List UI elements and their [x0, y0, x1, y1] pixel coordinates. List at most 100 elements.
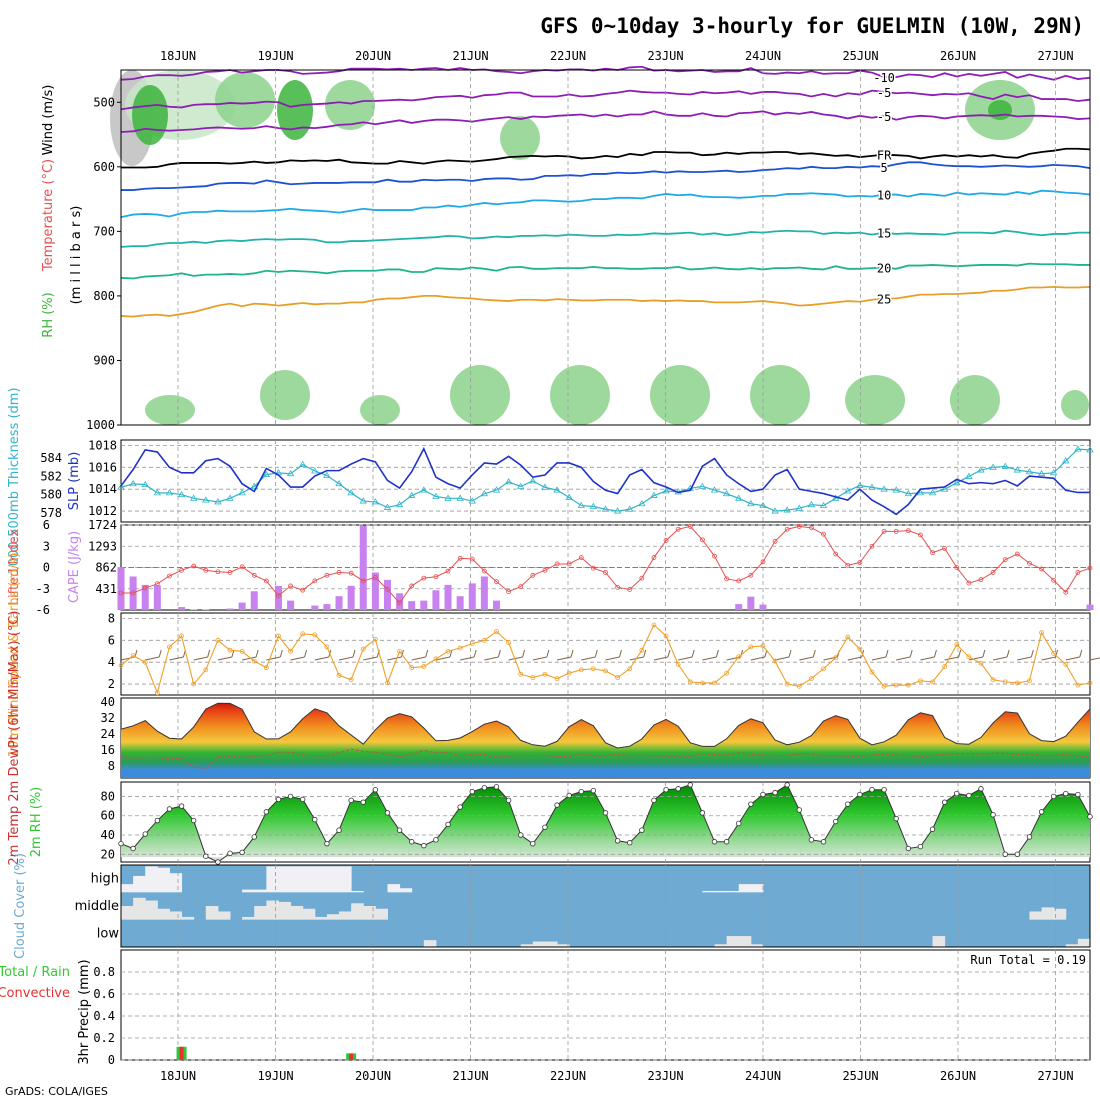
- thickness-marker: [480, 489, 489, 497]
- wind-speed-marker: [954, 642, 960, 648]
- thickness-marker: [892, 486, 900, 493]
- rh-marker: [421, 842, 427, 849]
- wind-speed-marker: [712, 680, 717, 686]
- rh-marker: [602, 810, 609, 816]
- lifted-index-marker: [700, 537, 705, 543]
- thickness-marker: [529, 477, 537, 484]
- lifted-index-marker: [336, 570, 342, 575]
- bottom-date-label: 23JUN: [647, 1069, 683, 1083]
- thickness-marker: [795, 504, 804, 511]
- y-tick-label: 600: [93, 160, 115, 174]
- cloud-cell: [121, 906, 134, 920]
- wind-speed-marker: [433, 656, 439, 662]
- wind-speed-marker: [736, 654, 742, 660]
- wind-speed-marker: [469, 641, 475, 647]
- wind-speed-marker: [494, 629, 499, 634]
- cloud-cell: [157, 867, 170, 893]
- isotherm-label: 25: [877, 292, 891, 306]
- cloud-cell: [266, 866, 279, 893]
- wind-speed-marker: [784, 681, 790, 687]
- cloud-axis-label: Cloud Cover (%): [13, 853, 28, 959]
- cloud-cell: [254, 906, 267, 920]
- wind-barb: [871, 656, 887, 661]
- wind-speed-marker: [760, 643, 766, 649]
- li-tick-label: -3: [36, 582, 50, 596]
- wind-speed-marker: [167, 644, 172, 650]
- cloud-cell: [290, 906, 304, 920]
- convective-bar: [179, 1046, 184, 1060]
- cloud-cell: [242, 916, 255, 920]
- wind-speed-marker: [748, 644, 754, 650]
- lifted-index-marker: [554, 561, 560, 567]
- rh-marker: [639, 827, 645, 833]
- temp-line: [120, 702, 1091, 749]
- cape-bar: [735, 604, 743, 610]
- isotherm-line: [120, 189, 1091, 219]
- lifted-index-marker: [530, 572, 536, 578]
- wind-speed-marker: [857, 646, 863, 652]
- thickness-tick-label: 580: [40, 488, 62, 502]
- rh-marker: [796, 807, 802, 813]
- panel-frame: [120, 949, 1091, 1061]
- rh-marker: [675, 786, 681, 792]
- lifted-index-marker: [348, 570, 354, 576]
- thickness-line: [120, 448, 1091, 512]
- thickness-marker: [432, 492, 440, 499]
- rh-shading: [215, 72, 275, 128]
- run-total-label: Run Total = 0.19: [970, 953, 1086, 967]
- cloud-cell: [314, 916, 328, 920]
- rh-marker: [869, 787, 875, 793]
- y-tick-label: 1000: [86, 418, 115, 432]
- wind-speed-marker: [651, 622, 657, 628]
- cape-bar: [432, 590, 440, 610]
- thickness-marker: [298, 460, 307, 467]
- lifted-index-marker: [930, 550, 935, 556]
- rh-marker: [1026, 834, 1033, 840]
- lifted-index-marker: [118, 590, 124, 596]
- thickness-marker: [783, 506, 791, 513]
- thickness-marker: [141, 480, 149, 488]
- wind-speed-marker: [966, 654, 972, 660]
- lifted-index-marker: [203, 567, 209, 573]
- wind-speed-marker: [288, 648, 293, 654]
- rh-shading: [450, 365, 510, 425]
- slp-tick-label: 1014: [88, 482, 117, 496]
- cloud-cell: [557, 944, 570, 947]
- wind-barb-flag: [982, 649, 986, 658]
- wind-barb-flag: [255, 649, 259, 658]
- rh-tick-label: 80: [101, 789, 115, 803]
- wind-barb-flag: [231, 649, 235, 658]
- thickness-marker: [262, 470, 271, 478]
- wind-speed-marker: [372, 636, 378, 642]
- wind-speed-marker: [239, 648, 245, 654]
- lifted-index-marker: [1027, 560, 1032, 566]
- wind-barb-flag: [715, 649, 719, 658]
- panel-thickness-slp: 578 580 582 584 1012 1014 1016 1018 1000-500mb T…: [7, 387, 1094, 575]
- thickness-marker: [214, 498, 222, 505]
- cloud-cell: [351, 890, 364, 893]
- y-axis-unit-label: (m i l l i b a r s): [69, 206, 84, 305]
- temp-fill: [121, 703, 1090, 778]
- wind-barb: [484, 656, 499, 661]
- thickness-marker: [1049, 469, 1058, 476]
- cape-bar: [178, 607, 186, 610]
- isotherm-line: [120, 262, 1090, 280]
- cloud-cell: [326, 866, 340, 893]
- rh-marker: [905, 845, 912, 852]
- wind-speed-marker: [179, 633, 184, 639]
- lifted-index-marker: [445, 568, 451, 574]
- wind-barb-flag: [352, 649, 356, 658]
- rh-marker: [287, 793, 294, 800]
- rh-marker: [966, 792, 972, 799]
- thickness-marker: [541, 483, 549, 490]
- rh-marker: [384, 810, 391, 816]
- thickness-marker: [662, 487, 670, 494]
- wind-speed-marker: [590, 666, 596, 672]
- bottom-date-label: 21JUN: [452, 1069, 488, 1083]
- rh-shading: [500, 116, 540, 160]
- temp-tick-label: 40: [101, 695, 115, 709]
- slp-line: [120, 446, 1090, 516]
- lifted-index-marker: [1002, 557, 1008, 563]
- wind-barb: [1065, 656, 1080, 661]
